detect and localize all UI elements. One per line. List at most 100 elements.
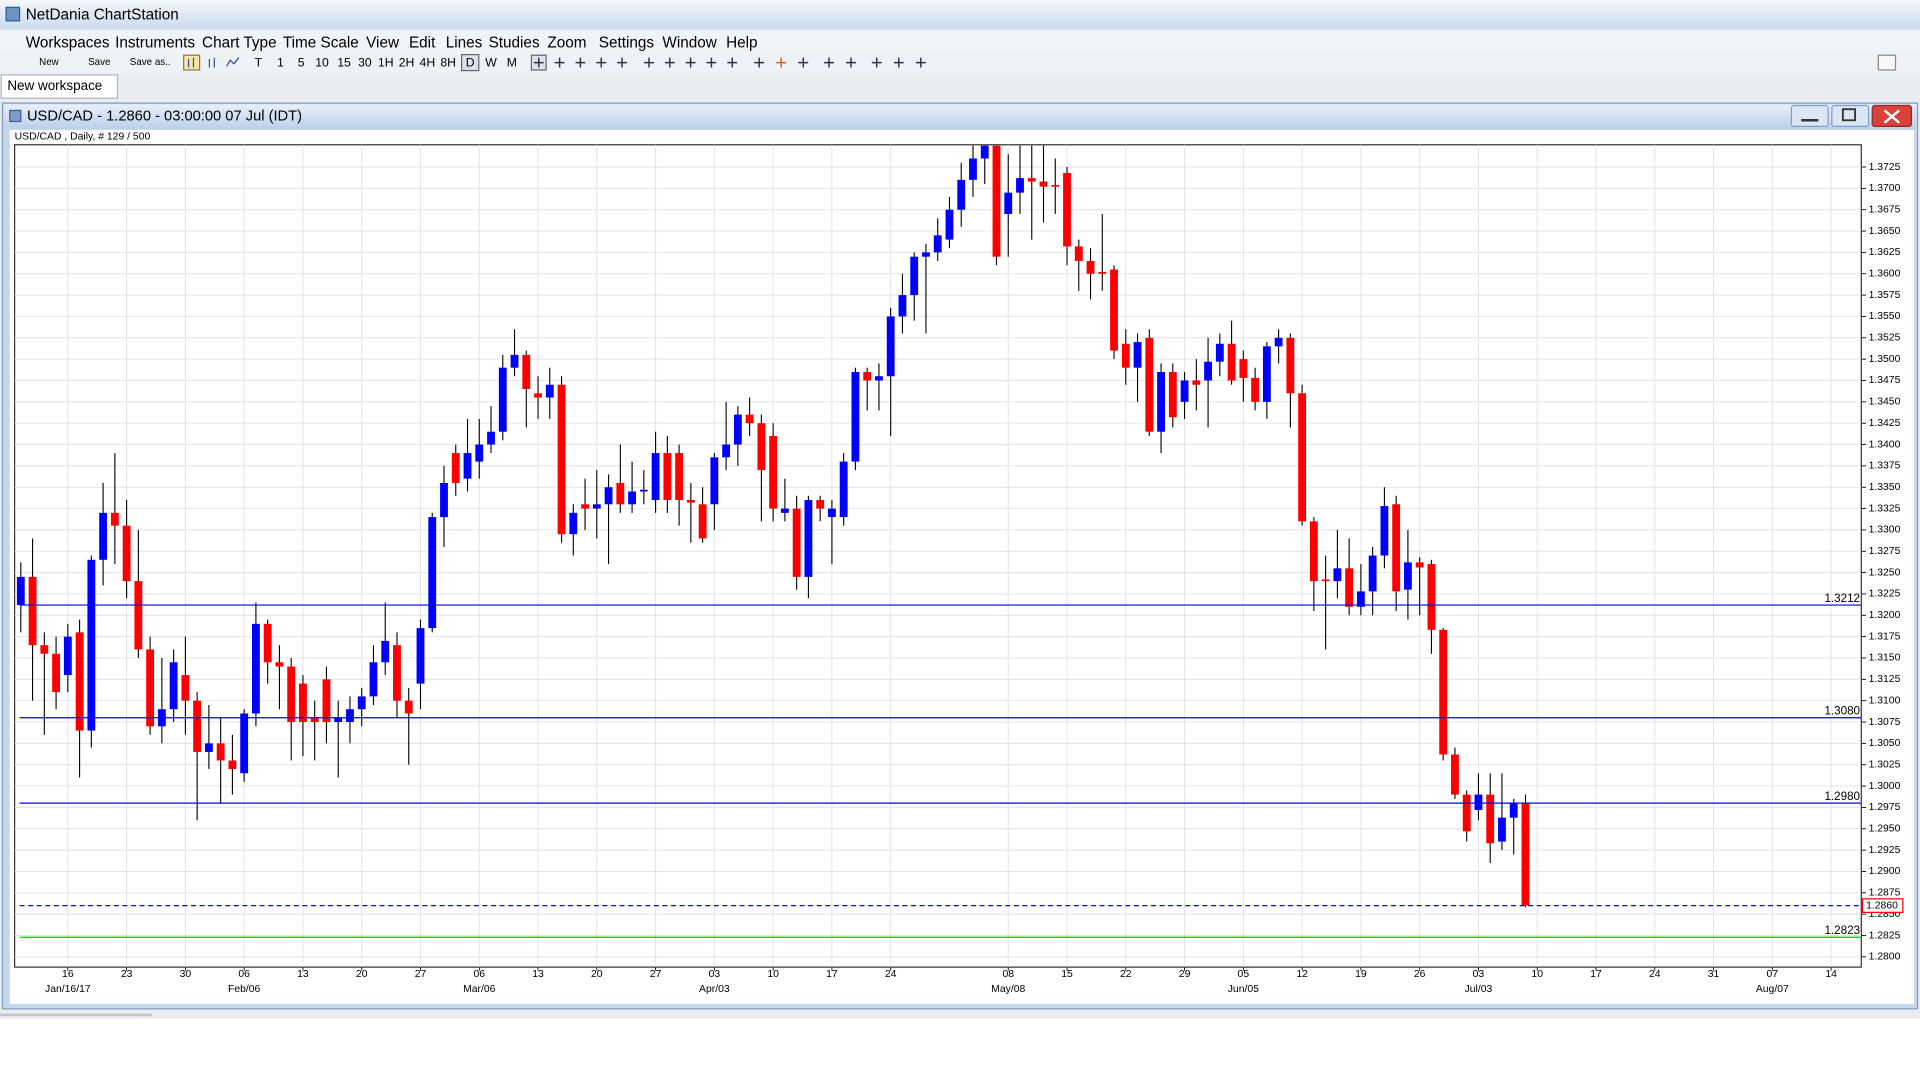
minimize-button[interactable] (1790, 104, 1829, 128)
candle-body (1274, 337, 1283, 347)
tool-glyph (871, 57, 882, 68)
toolbar-button[interactable]: New (39, 57, 60, 68)
menu-item[interactable]: Time Scale (283, 35, 359, 52)
timeframe-button[interactable]: 8H (440, 55, 456, 69)
x-tick-label: 22 (1120, 969, 1132, 980)
timeframe-button[interactable]: D (466, 55, 475, 69)
timeframe-button[interactable]: 30 (358, 55, 372, 69)
timeframe-button[interactable]: T (255, 55, 263, 69)
x-tick-label: 30 (180, 969, 192, 980)
candle-body (1168, 371, 1177, 418)
y-tick-label: 1.3650 (1869, 226, 1901, 237)
candle-body (710, 457, 719, 505)
candle-body (1157, 371, 1165, 432)
x-tick-label: 26 (1414, 969, 1426, 980)
candle-body (169, 662, 178, 710)
menu-item[interactable]: Studies (489, 35, 540, 52)
candle-body (1004, 192, 1013, 214)
candle-body (1368, 555, 1377, 592)
horizontal-line-label: 1.3212 (1824, 592, 1860, 605)
candle-body (63, 636, 72, 676)
timeframe-button[interactable]: M (507, 55, 517, 69)
x-tick-label: 10 (1531, 969, 1543, 980)
menu-item[interactable]: Help (726, 35, 757, 52)
toolbar-button[interactable]: Save as.. (130, 57, 171, 68)
restore-button[interactable] (1831, 104, 1870, 128)
menu-item[interactable]: View (366, 35, 400, 52)
candle-body (1309, 521, 1318, 582)
candle-body (1074, 246, 1083, 261)
candle-body (922, 252, 930, 257)
tool-glyph (554, 57, 565, 68)
x-tick-label: 13 (297, 969, 309, 980)
candle-body (393, 645, 401, 701)
timeframe-button[interactable]: 10 (315, 55, 329, 69)
candle-body (487, 431, 495, 445)
y-tick-label: 1.3525 (1869, 333, 1901, 344)
icon-glyph (187, 57, 240, 68)
candle-body (828, 508, 836, 518)
tool-glyph (706, 57, 717, 68)
y-tick-label: 1.3175 (1869, 631, 1901, 642)
candle-body (381, 640, 390, 663)
tool-glyph (915, 57, 926, 68)
window-icon (9, 109, 22, 123)
y-tick-label: 1.2850 (1869, 909, 1901, 920)
menu-item[interactable]: Edit (409, 35, 436, 52)
menu-item[interactable]: Workspaces (26, 35, 110, 52)
menu-item[interactable]: Zoom (547, 35, 586, 52)
candle-body (581, 504, 589, 509)
workspace-tab[interactable] (0, 74, 119, 99)
candle-body (1392, 504, 1401, 592)
timeframe-button[interactable]: 1 (277, 55, 284, 69)
y-tick-label: 1.3025 (1869, 759, 1901, 770)
candle-body (440, 482, 448, 518)
timeframe-button[interactable]: W (485, 55, 497, 69)
candle-body (1286, 337, 1295, 394)
horizontal-line-label: 1.2980 (1824, 790, 1860, 803)
candle-body (792, 508, 801, 577)
candle-body (1227, 343, 1236, 381)
toolbar-button[interactable] (1877, 54, 1897, 71)
y-tick-label: 1.2950 (1869, 824, 1901, 835)
x-tick-label: 24 (885, 969, 897, 980)
menu-item[interactable]: Lines (446, 35, 483, 52)
app-icon (5, 6, 21, 22)
x-tick-label-month: Aug/07 (1756, 984, 1789, 995)
title-bar (0, 0, 1920, 30)
tool-glyph (754, 57, 765, 68)
y-tick-label: 1.3400 (1869, 439, 1901, 450)
candle-body (334, 717, 343, 723)
candle-body (886, 316, 895, 377)
candle-body (75, 632, 84, 731)
x-tick-label: 08 (1002, 969, 1014, 980)
x-tick-label-month: Mar/06 (463, 984, 496, 995)
y-tick-label: 1.3325 (1869, 503, 1901, 514)
horizontal-line-label: 1.2823 (1824, 924, 1860, 937)
candle-body (498, 367, 507, 432)
menu-item[interactable]: Chart Type (202, 35, 277, 52)
timeframe-button[interactable]: 5 (298, 55, 305, 69)
candle-body (428, 517, 437, 629)
menu-item[interactable]: Window (662, 35, 717, 52)
timeframe-button[interactable]: 1H (378, 55, 394, 69)
candle-body (1086, 260, 1095, 274)
candle-body (299, 683, 307, 723)
menu-item[interactable]: Settings (599, 35, 655, 52)
x-tick-label: 06 (238, 969, 250, 980)
timeframe-button[interactable]: 4H (420, 55, 436, 69)
chart-type-icon[interactable] (183, 54, 201, 71)
candle-body (1321, 579, 1330, 582)
candle-body (1039, 181, 1048, 187)
candle-body (1451, 754, 1459, 795)
timeframe-button[interactable]: 15 (337, 55, 351, 69)
candle-body (1356, 591, 1365, 607)
candle-body (357, 696, 366, 710)
candle-body (1439, 629, 1448, 755)
menu-item[interactable]: Instruments (115, 35, 195, 52)
tool-glyph (893, 57, 904, 68)
toolbar-button[interactable]: Save (88, 57, 111, 68)
tab-label[interactable]: New workspace (7, 78, 102, 93)
candle-body (604, 487, 613, 505)
timeframe-button[interactable]: 2H (399, 55, 415, 69)
